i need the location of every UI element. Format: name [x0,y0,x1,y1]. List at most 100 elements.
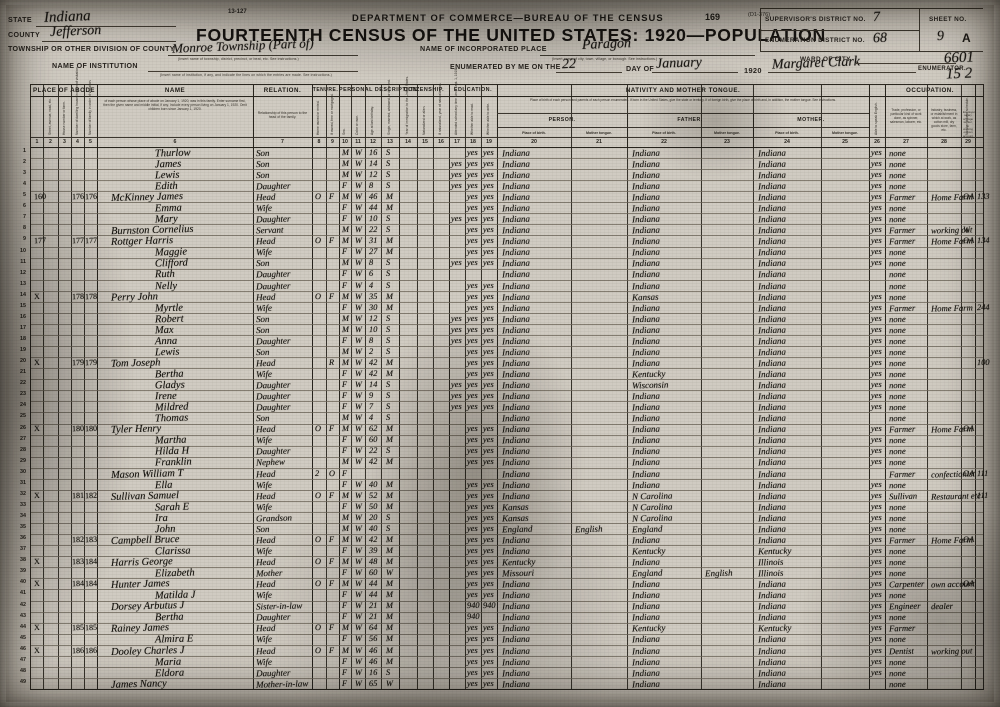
table-cell: yes [482,280,494,290]
table-cell: 182 [71,534,85,545]
table-cell: M [385,357,394,367]
table-cell: M [385,424,394,434]
table-cell: O [314,579,322,589]
table-cell: yes [466,457,478,467]
line-number: 36 [20,535,26,542]
column-rule-7 [312,85,313,689]
table-cell: Daughter [255,390,291,402]
table-cell: 50 [368,501,378,511]
table-cell: Indiana [501,324,531,336]
table-cell: F [341,468,348,478]
citizenship: CITIZENSHIP. [403,87,445,93]
line-number: 17 [20,324,26,331]
table-cell: none [888,457,906,468]
table-cell: Servant [255,224,284,236]
enumeration-district-value: 68 [872,30,888,47]
table-cell: S [385,269,391,279]
table-cell: Carpenter [888,578,925,590]
table-cell: yes [870,601,882,611]
table-cell: M [341,623,350,633]
table-cell: W [354,590,363,600]
table-cell: W [354,269,363,279]
table-cell: Kentucky [757,622,792,634]
table-cell: Indiana [631,434,661,446]
enumerator-label: ENUMERATOR. [918,66,966,72]
table-cell: F [341,479,348,489]
table-cell: Indiana [757,600,787,612]
table-cell: English [704,567,733,579]
table-cell: Indiana [631,357,661,369]
line-number: 9 [23,236,26,243]
table-cell: Indiana [757,246,787,258]
table-cell: Head [255,468,276,479]
table-cell: yes [482,446,494,456]
table-cell: Indiana [501,269,531,280]
table-cell: 27 [368,247,378,257]
table-cell: 56 [368,634,378,644]
table-cell: M [341,645,350,655]
table-cell: Son [255,258,270,269]
line-number: 41 [20,590,26,597]
ward-label: WARD OF CITY [800,56,851,63]
table-cell: W [385,678,394,688]
line-number: 22 [20,380,26,387]
table-cell: Farmer [888,191,916,203]
row-rule [31,191,983,193]
table-cell: M [385,590,394,600]
table-cell: none [888,247,906,258]
place-of-birth-of-each-person-and-parent: Place of birth of each person and parent… [530,98,836,102]
nativity-and-mother-tongue: NATIVITY AND MOTHER TONGUE. [625,87,741,94]
column-number-26: 26 [874,138,880,145]
table-cell: none [888,612,906,623]
column-rule-3 [71,85,72,689]
table-cell: W [354,634,363,644]
table-cell: W [354,424,363,434]
column-rule-12 [381,85,382,689]
table-cell: Indiana [631,147,661,159]
table-cell: Daughter [255,667,291,679]
table-cell: yes [482,236,494,246]
table-cell: yes [870,446,882,456]
table-cell: W [354,302,363,312]
table-cell: Head [255,191,276,203]
table-cell: W [354,379,363,390]
table-cell: yes [482,291,494,301]
table-cell: Indiana [757,169,787,181]
table-cell: Indiana [501,401,531,413]
table-cell: 184 [84,578,98,589]
row-rule [31,401,983,403]
table-cell: 180 [84,424,98,434]
table-cell: yes [466,291,478,301]
column-rule-6 [253,85,254,689]
table-cell: Indiana [631,258,661,269]
table-cell: Wife [255,479,273,490]
table-cell: yes [482,556,494,567]
table-cell: W [354,568,363,578]
table-cell: O [314,534,322,544]
column-number-8: 8 [317,138,321,145]
table-cell: Indiana [631,600,661,612]
table-cell: F [341,678,348,688]
table-cell: S [385,446,391,456]
table-cell: yes [482,214,494,224]
table-cell: Wife [255,590,273,601]
table-cell: F [328,645,335,655]
table-cell: 44 [368,590,378,600]
table-cell: 183 [71,556,85,567]
table-cell: M [341,225,350,235]
table-cell: F [341,601,348,611]
table-cell: 46 [368,191,378,202]
table-cell: W [354,391,363,401]
table-cell: 6 [368,269,374,279]
table-cell: yes [450,390,462,401]
enumerated-day-value: 22 [561,56,577,73]
table-cell: none [888,202,906,214]
table-cell: X [33,490,40,500]
table-cell: yes [482,346,494,356]
table-cell: Grandson [255,512,293,524]
table-cell: Sarah E [154,501,190,514]
table-cell: Tom Joseph [110,357,161,370]
table-cell: OA [962,191,975,202]
table-cell: Indiana [631,313,661,325]
table-cell: Indiana [631,213,661,225]
